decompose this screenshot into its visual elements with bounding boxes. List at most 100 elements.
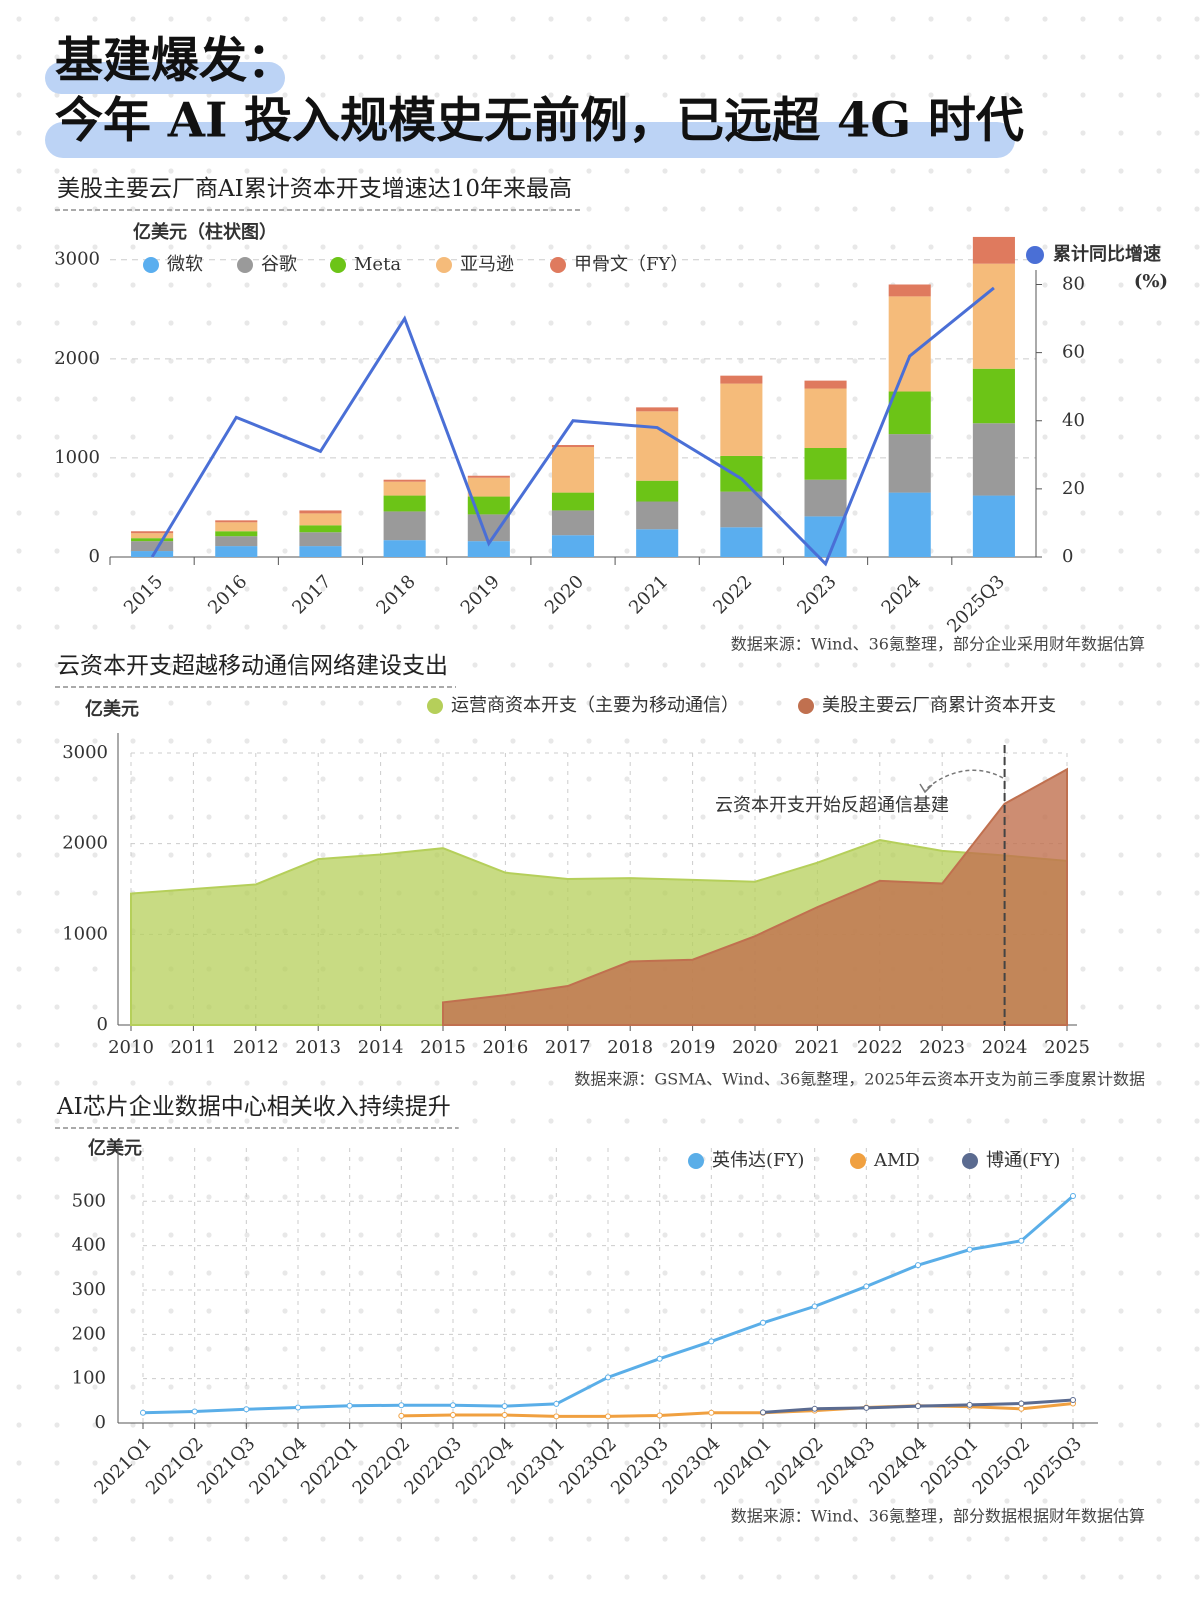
y2-tick-label: 40 [1062, 410, 1085, 431]
bar-segment [215, 520, 258, 523]
x-tick-label: 2023 [919, 1037, 965, 1058]
bar-segment [720, 375, 763, 384]
bar-segment [383, 540, 426, 557]
bar-segment [804, 380, 847, 389]
point [1070, 1396, 1076, 1403]
point [656, 1355, 663, 1362]
bar-segment [467, 477, 510, 497]
y2-tick-label: 20 [1062, 478, 1085, 499]
point [966, 1246, 973, 1253]
x-tick-label: 2021 [794, 1037, 840, 1058]
point [553, 1400, 560, 1407]
legend-marker [550, 257, 566, 273]
bar-segment [551, 447, 595, 493]
bar-segment [804, 388, 847, 448]
x-tick-label: 2025 [1044, 1037, 1090, 1058]
y2-tick-label: 80 [1062, 274, 1085, 295]
bar-segment [131, 541, 174, 552]
y-axis-label: 亿美元（柱状图） [133, 221, 277, 243]
y-tick-label: 1000 [54, 447, 100, 468]
legend-marker [688, 1153, 704, 1169]
point [398, 1412, 405, 1419]
y2-axis-label: (%) [1134, 271, 1168, 292]
y-tick-label: 0 [97, 1014, 108, 1035]
bar-segment [888, 391, 931, 435]
legend-marker [962, 1153, 978, 1169]
point [863, 1404, 870, 1411]
point [605, 1374, 611, 1381]
bar-segment [972, 236, 1015, 264]
bar-segment [299, 525, 342, 533]
bar-segment [215, 522, 258, 532]
point [760, 1319, 766, 1326]
x-tick-label: 2020 [732, 1037, 778, 1058]
x-tick-label: 2018 [607, 1037, 653, 1058]
legend-label: Meta [354, 254, 401, 275]
x-tick-label: 2013 [295, 1037, 341, 1058]
point [915, 1403, 921, 1410]
y2-tick-label: 0 [1062, 546, 1073, 567]
point [553, 1413, 560, 1420]
bar-segment [467, 514, 510, 542]
source-note: 数据来源：GSMA、Wind、36氪整理，2025年云资本开支为前三季度累计数据 [574, 1070, 1145, 1089]
bar-segment [299, 510, 342, 514]
bar-segment [720, 383, 763, 456]
bar-segment [215, 546, 258, 557]
point [656, 1412, 663, 1419]
point [398, 1402, 405, 1409]
point [243, 1406, 250, 1413]
point [915, 1262, 921, 1269]
bar-segment [636, 411, 679, 481]
point [966, 1401, 973, 1408]
x-tick-label: 2024 [982, 1037, 1028, 1058]
y-tick-label: 3000 [62, 742, 108, 763]
chart-subtitle: AI芯片企业数据中心相关收入持续提升 [56, 1094, 451, 1120]
x-tick-label: 2010 [108, 1037, 154, 1058]
y-tick-label: 2000 [54, 348, 100, 369]
x-tick-label: 2019 [670, 1037, 716, 1058]
bar-segment [636, 529, 679, 557]
y-tick-label: 0 [95, 1412, 106, 1433]
bar-segment [131, 533, 174, 539]
legend-marker [427, 698, 443, 714]
bar-segment [720, 527, 763, 557]
point [450, 1402, 456, 1409]
bar-segment [383, 479, 426, 482]
x-tick-label: 2011 [170, 1037, 216, 1058]
legend-marker [330, 257, 346, 273]
bar-segment [215, 531, 258, 537]
bar-segment [972, 263, 1015, 369]
point [1018, 1400, 1025, 1407]
point [140, 1409, 146, 1416]
x-tick-label: 2016 [482, 1037, 528, 1058]
y2-tick-label: 60 [1062, 342, 1085, 363]
bar-segment [888, 434, 931, 493]
bar-segment [636, 480, 679, 502]
bar-segment [636, 501, 679, 530]
point [501, 1412, 508, 1419]
point [811, 1303, 818, 1310]
bar-segment [131, 531, 174, 534]
y-tick-label: 2000 [62, 833, 108, 854]
point [605, 1413, 611, 1420]
title: 今年 AI 投入规模史无前例，已远超 4G 时代 [55, 93, 1024, 149]
point [1018, 1405, 1025, 1412]
annotation-arrow [924, 769, 1004, 791]
bar-segment [551, 492, 595, 511]
legend-label: 博通(FY) [986, 1150, 1060, 1171]
point [708, 1409, 715, 1416]
source-note: 数据来源：Wind、36氪整理，部分数据根据财年数据估算 [731, 1507, 1145, 1526]
y-tick-label: 200 [72, 1323, 106, 1344]
y-tick-label: 100 [72, 1368, 106, 1389]
bar-segment [720, 455, 763, 492]
bar-segment [299, 546, 342, 557]
point [501, 1403, 508, 1410]
bar-segment [299, 513, 342, 526]
legend-marker [1026, 246, 1044, 264]
point [760, 1409, 766, 1416]
point [863, 1283, 870, 1290]
y-axis-label: 亿美元 [85, 698, 139, 720]
source-note: 数据来源：Wind、36氪整理，部分企业采用财年数据估算 [731, 635, 1145, 654]
bar-segment [551, 535, 595, 557]
